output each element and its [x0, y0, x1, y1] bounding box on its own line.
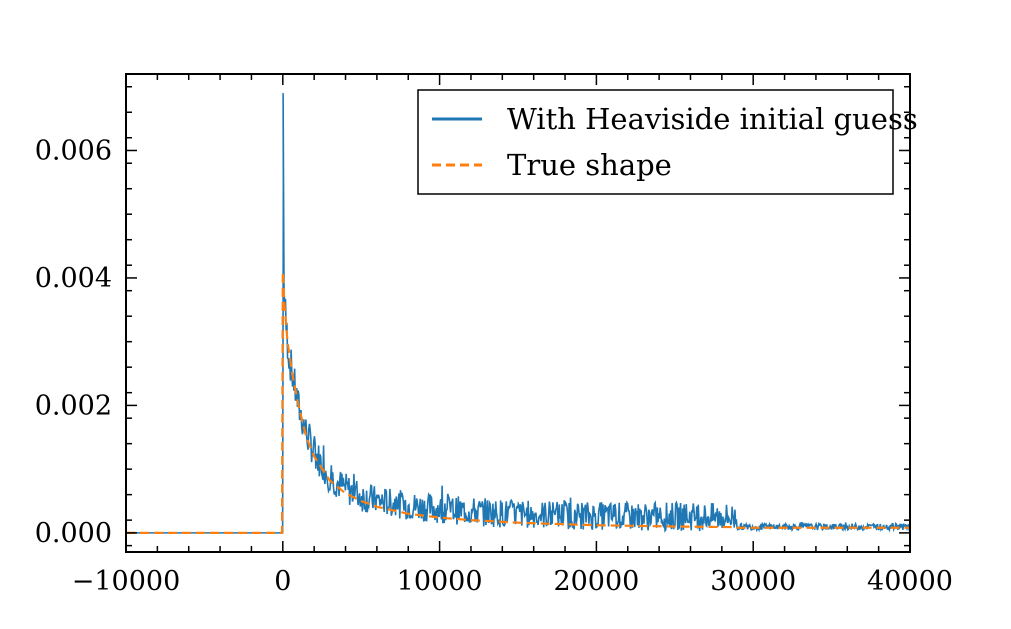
series-true-shape-line	[126, 271, 910, 534]
y-tick-label: 0.004	[35, 263, 112, 294]
x-tick-label: 40000	[867, 566, 953, 597]
y-tick-label: 0.002	[35, 390, 112, 421]
legend: With Heaviside initial guess True shape	[417, 89, 918, 195]
x-tick-label: 20000	[553, 566, 639, 597]
y-axis-tick-labels: 0.000 0.002 0.004 0.006	[35, 135, 112, 548]
x-tick-label: 0	[274, 566, 291, 597]
legend-label-true-shape: True shape	[507, 148, 672, 182]
x-axis-tick-labels: −10000 0 10000 20000 30000 40000	[72, 566, 953, 597]
y-tick-label: 0.000	[35, 518, 112, 549]
legend-label-heaviside: With Heaviside initial guess	[507, 102, 918, 136]
x-tick-label: 10000	[397, 566, 483, 597]
x-tick-label: 30000	[710, 566, 796, 597]
y-tick-label: 0.006	[35, 135, 112, 166]
legend-box	[417, 89, 894, 195]
x-tick-label: −10000	[72, 566, 181, 597]
axis-ticks	[125, 74, 911, 552]
plot-frame	[125, 73, 911, 553]
plot-area	[126, 93, 910, 534]
